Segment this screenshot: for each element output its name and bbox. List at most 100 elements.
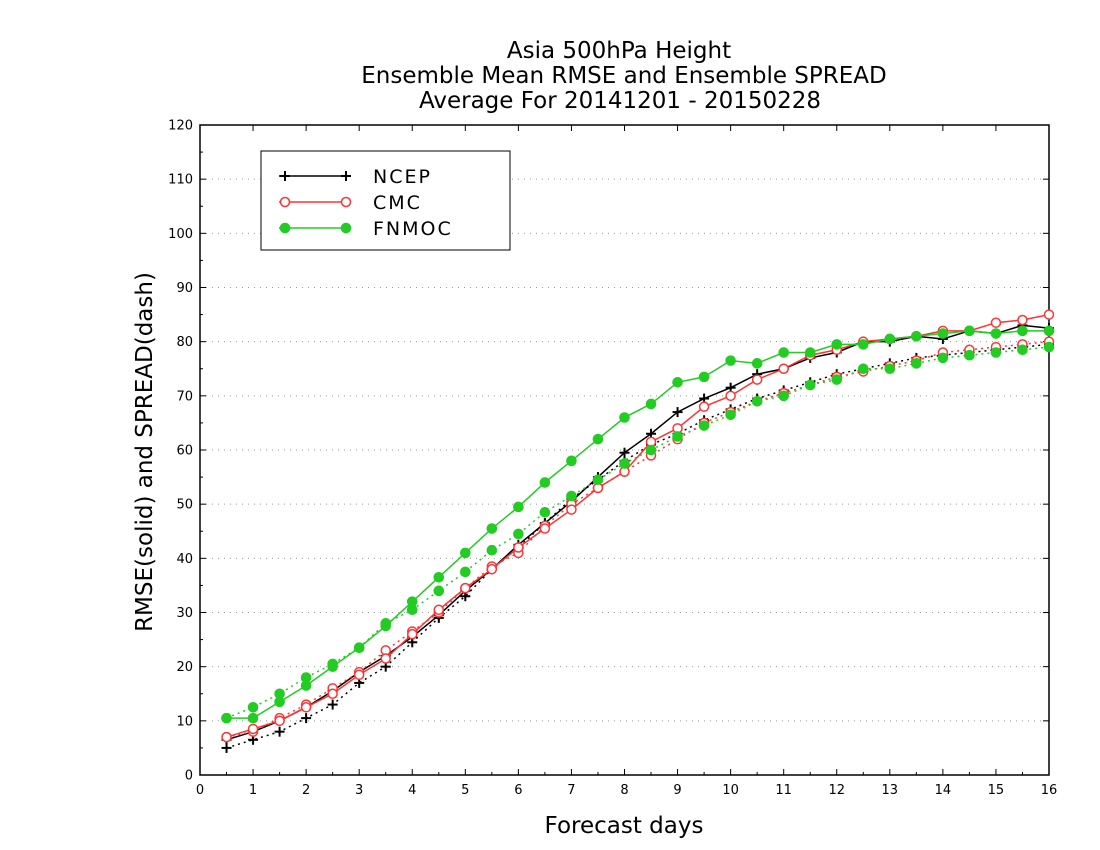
series-fnmoc-rmse-point: [645, 398, 657, 410]
series-cmc-rmse-point: [486, 563, 498, 575]
series-cmc-rmse-point: [725, 390, 736, 402]
series-cmc-rmse-point: [221, 731, 232, 743]
x-tick-label: 9: [673, 783, 681, 798]
series-ncep-spread-point: [301, 713, 312, 724]
x-tick-label: 5: [461, 783, 469, 798]
x-tick-label: 16: [1041, 783, 1058, 798]
series-fnmoc-rmse-point: [406, 596, 418, 607]
legend: NCEP CMC FNMOC: [260, 150, 511, 251]
series-fnmoc-spread-point: [1017, 344, 1028, 356]
series-fnmoc-rmse-point: [353, 642, 365, 654]
series-ncep-rmse-point: [619, 447, 630, 458]
series-cmc-rmse-point: [327, 688, 338, 699]
y-tick-label: 60: [176, 444, 193, 459]
series-fnmoc-rmse-point: [274, 696, 285, 708]
y-tick-label: 10: [176, 714, 193, 729]
series-fnmoc-rmse-point: [327, 661, 338, 672]
series-fnmoc-spread-point: [486, 544, 498, 556]
y-tick-label: 90: [176, 281, 193, 296]
series-fnmoc-rmse-point: [566, 455, 577, 467]
series-fnmoc-spread-point: [884, 363, 896, 375]
legend-marker-cmc: [340, 196, 352, 208]
series-cmc-rmse-point: [1017, 314, 1028, 326]
series-fnmoc-spread-point: [698, 420, 710, 431]
y-tick-label: 100: [168, 227, 193, 242]
series-fnmoc-spread-point: [990, 347, 1002, 358]
legend-marker-ncep: [280, 171, 290, 181]
series-fnmoc-rmse-point: [1017, 325, 1028, 337]
series-cmc-rmse-point: [460, 582, 471, 594]
x-tick-label: 2: [302, 783, 310, 798]
series-fnmoc-rmse-point: [857, 339, 869, 350]
series-fnmoc-rmse-point: [380, 620, 392, 632]
legend-box: [260, 150, 511, 251]
chart-title-line-3: Average For 20141201 - 20150228: [419, 88, 821, 114]
series-fnmoc-rmse-point: [433, 571, 445, 583]
series-ncep-spread-point: [274, 726, 285, 737]
series-fnmoc-spread-point: [857, 363, 869, 375]
chart-title-line-1: Asia 500hPa Height: [507, 38, 731, 64]
series-fnmoc-rmse-point: [1043, 325, 1055, 337]
series-fnmoc-rmse-point: [486, 523, 498, 534]
y-tick-label: 70: [176, 389, 193, 404]
series-ncep-spread-point: [327, 699, 338, 710]
series-cmc-rmse-point: [698, 401, 710, 412]
series-fnmoc-rmse-point: [778, 347, 789, 358]
x-axis-title: Forecast days: [545, 813, 704, 839]
x-tick-label: 6: [514, 783, 522, 798]
series-fnmoc-rmse-point: [937, 328, 949, 339]
series-cmc-rmse-point: [247, 723, 259, 735]
series-fnmoc-spread-point: [460, 566, 471, 578]
x-tick-label: 15: [988, 783, 1005, 798]
x-tick-label: 8: [620, 783, 628, 798]
x-tick-label: 14: [935, 783, 952, 798]
chart-title-line-2: Ensemble Mean RMSE and Ensemble SPREAD: [361, 63, 886, 89]
series-fnmoc-spread-point: [539, 506, 551, 518]
series-fnmoc-spread-point: [778, 390, 789, 402]
y-tick-label: 110: [168, 173, 193, 188]
series-fnmoc-rmse-point: [247, 712, 259, 724]
series-cmc-rmse-point: [566, 504, 577, 515]
x-tick-label: 1: [249, 783, 257, 798]
legend-item-cmc: CMC: [279, 192, 422, 214]
series-fnmoc-spread-point: [513, 528, 524, 540]
series-fnmoc-spread-line: [226, 346, 1050, 719]
series-fnmoc-rmse-point: [221, 712, 232, 724]
x-tick-label: 4: [408, 783, 416, 798]
x-tick-label: 3: [355, 783, 363, 798]
series-fnmoc-spread-point: [247, 701, 259, 713]
series-fnmoc-rmse-point: [964, 325, 975, 337]
x-tick-label: 11: [775, 783, 792, 798]
series-fnmoc-rmse-point: [698, 371, 710, 383]
series-fnmoc-spread-point: [592, 474, 604, 486]
legend-marker-cmc: [279, 196, 291, 208]
legend-label-fnmoc: FNMOC: [373, 218, 453, 240]
series-fnmoc-spread-point: [964, 349, 975, 361]
series-cmc-rmse-point: [513, 542, 524, 553]
legend-label-cmc: CMC: [373, 192, 422, 214]
series-fnmoc-spread-point: [672, 431, 683, 442]
legend-marker-ncep: [341, 171, 351, 181]
y-axis-ticks: 0 10 20 30 40 50 60 70 80 90 100 110 120: [168, 119, 1049, 784]
legend-marker-fnmoc: [340, 222, 352, 234]
series-layer: [221, 309, 1055, 753]
y-tick-label: 120: [168, 119, 193, 134]
series-cmc-spread-line: [226, 340, 1050, 738]
y-axis-title: RMSE(solid) and SPREAD(dash): [132, 272, 158, 632]
series-fnmoc-spread-point: [433, 585, 445, 597]
series-cmc-rmse-point: [990, 317, 1002, 328]
series-cmc-rmse-point: [539, 523, 551, 534]
series-fnmoc-spread-point: [619, 458, 630, 469]
x-tick-label: 13: [882, 783, 899, 798]
x-tick-label: 7: [567, 783, 575, 798]
legend-item-fnmoc: FNMOC: [279, 218, 453, 240]
series-fnmoc-rmse-point: [831, 339, 843, 350]
series-fnmoc-spread-point: [804, 379, 816, 391]
legend-label-ncep: NCEP: [373, 166, 432, 188]
series-fnmoc-rmse-point: [990, 328, 1002, 339]
series-cmc-rmse-point: [433, 604, 445, 616]
legend-item-ncep: NCEP: [279, 166, 432, 188]
legend-marker-fnmoc: [279, 222, 291, 234]
x-tick-label: 10: [722, 783, 739, 798]
